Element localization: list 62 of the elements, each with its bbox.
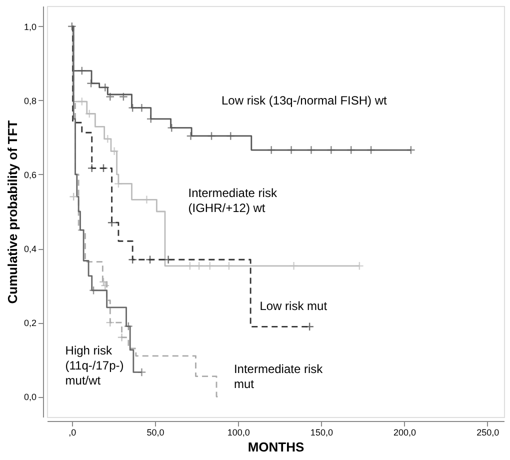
point — [124, 322, 133, 331]
x-tick-label: ,0 — [68, 428, 76, 438]
point — [107, 218, 116, 228]
point — [128, 103, 138, 112]
point — [106, 92, 115, 102]
point — [110, 146, 119, 156]
series-label: Intermediate risk mut — [234, 362, 324, 391]
y-tick-label: 0,6 — [24, 170, 36, 180]
point — [69, 192, 78, 202]
y-tick-label: 0,8 — [24, 96, 36, 106]
text: Low risk (13q-/normal FISH) wt — [221, 93, 388, 108]
point — [67, 22, 76, 31]
x-tick-label: 250,0 — [476, 428, 500, 438]
point — [99, 277, 108, 286]
point — [103, 134, 112, 144]
point — [226, 131, 236, 140]
point — [100, 281, 110, 290]
point — [289, 261, 298, 270]
point — [164, 255, 173, 264]
point — [186, 131, 196, 140]
y-axis-title: Cumulative probability of TFT — [4, 120, 20, 304]
point — [146, 114, 156, 124]
x-axis-title: MONTHS — [248, 440, 304, 454]
x-tick-label: 150,0 — [310, 428, 333, 438]
point — [305, 322, 314, 332]
point — [224, 261, 234, 270]
x-tick-label: 200,0 — [394, 428, 416, 438]
point — [137, 103, 146, 112]
point — [207, 131, 216, 140]
point — [205, 261, 214, 270]
y-tick-label: 0,2 — [24, 318, 36, 328]
point — [306, 146, 316, 155]
series-label: Intermediate risk (IGHR/+12) wt — [188, 186, 278, 215]
y-tick-label: 0,4 — [24, 244, 36, 254]
series-label: Low risk mut — [260, 298, 328, 313]
point — [99, 164, 108, 173]
point — [146, 255, 155, 264]
point — [87, 164, 96, 173]
point — [366, 146, 376, 155]
series-label: High risk (11q-/17p-) mut/wt — [65, 343, 124, 388]
point — [89, 286, 98, 295]
x-tick-label: 50,0 — [146, 428, 164, 438]
point — [114, 179, 123, 188]
point — [100, 82, 110, 92]
point — [117, 332, 126, 342]
point — [77, 66, 86, 76]
point — [326, 146, 336, 155]
point — [286, 146, 296, 155]
y-tick-label: 0,0 — [24, 392, 36, 402]
point — [106, 318, 115, 328]
point — [406, 146, 416, 155]
point — [266, 146, 276, 155]
point — [137, 368, 146, 377]
point — [86, 78, 96, 88]
point — [346, 146, 356, 155]
y-tick-label: 1,0 — [24, 22, 36, 32]
point — [142, 195, 152, 204]
point — [77, 97, 86, 106]
point — [167, 123, 176, 132]
point — [118, 92, 128, 102]
point — [128, 255, 138, 264]
x-tick-label: 100,0 — [227, 428, 250, 438]
